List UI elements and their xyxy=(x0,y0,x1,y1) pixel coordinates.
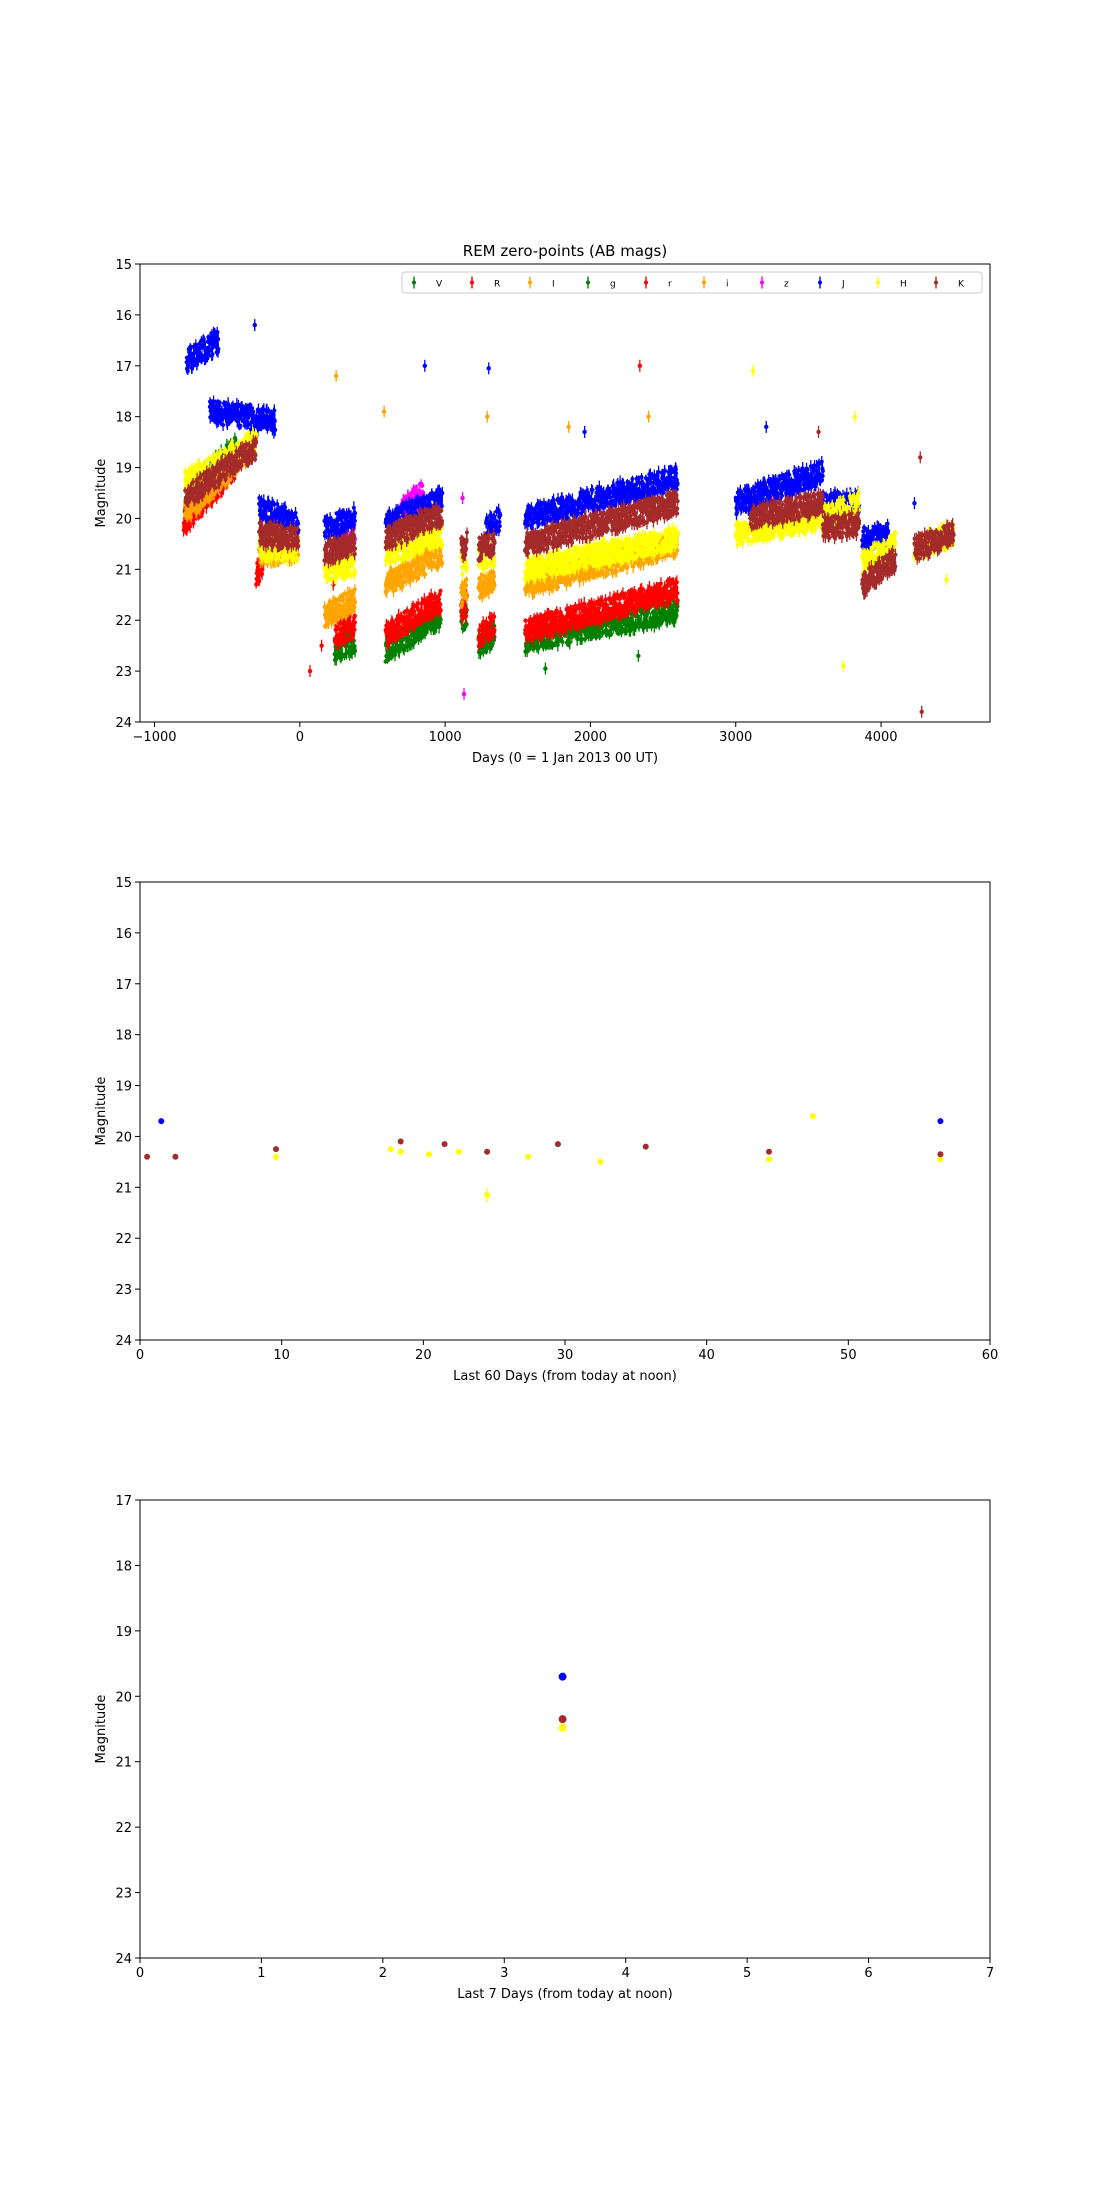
data-point xyxy=(353,649,358,654)
data-point xyxy=(215,494,220,499)
data-point xyxy=(523,618,528,623)
data-point xyxy=(342,654,347,659)
data-point xyxy=(405,608,410,613)
data-point xyxy=(567,640,572,645)
data-point xyxy=(464,613,469,618)
data-point xyxy=(623,592,628,597)
data-point xyxy=(257,579,262,584)
data-point xyxy=(481,640,486,645)
data-point xyxy=(489,618,494,623)
data-point xyxy=(551,632,556,637)
data-point xyxy=(188,524,193,529)
data-point xyxy=(319,643,324,648)
data-point xyxy=(597,634,602,639)
data-point xyxy=(675,598,680,603)
data-point xyxy=(208,497,213,502)
data-point xyxy=(428,615,433,620)
data-point xyxy=(307,668,313,674)
data-point xyxy=(632,588,637,593)
data-point xyxy=(661,602,666,607)
data-point xyxy=(492,614,497,619)
data-point xyxy=(464,609,469,614)
plot-area xyxy=(181,319,956,718)
panel-all-time: −1000 0 1000 2000 3000 4000151617181920212223… xyxy=(94,242,991,766)
data-point xyxy=(489,643,494,648)
data-point xyxy=(464,622,469,627)
data-point xyxy=(492,628,497,633)
data-point xyxy=(675,591,680,596)
data-point xyxy=(636,653,641,659)
data-point xyxy=(347,644,352,649)
data-point xyxy=(540,633,545,638)
data-point xyxy=(437,624,442,629)
data-point xyxy=(188,515,193,520)
data-point xyxy=(326,621,331,626)
data-point xyxy=(260,567,265,572)
data-point xyxy=(481,650,486,655)
data-point xyxy=(393,652,398,657)
data-point xyxy=(560,640,565,645)
data-point xyxy=(438,588,443,593)
data-point xyxy=(344,637,349,642)
data-point xyxy=(438,617,443,622)
data-point xyxy=(352,627,357,632)
data-point xyxy=(416,601,421,606)
data-point xyxy=(674,580,679,585)
data-point xyxy=(648,603,653,608)
data-point xyxy=(609,632,614,637)
data-point xyxy=(543,666,548,671)
data-point xyxy=(658,581,663,586)
data-point xyxy=(352,620,357,625)
data-point xyxy=(438,608,443,613)
data-point xyxy=(554,608,559,613)
data-point xyxy=(637,363,643,368)
data-point xyxy=(352,613,357,618)
